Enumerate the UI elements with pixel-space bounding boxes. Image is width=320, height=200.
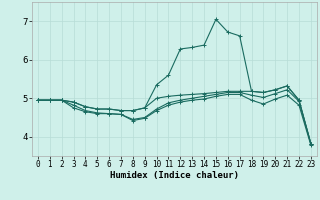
X-axis label: Humidex (Indice chaleur): Humidex (Indice chaleur) [110,171,239,180]
